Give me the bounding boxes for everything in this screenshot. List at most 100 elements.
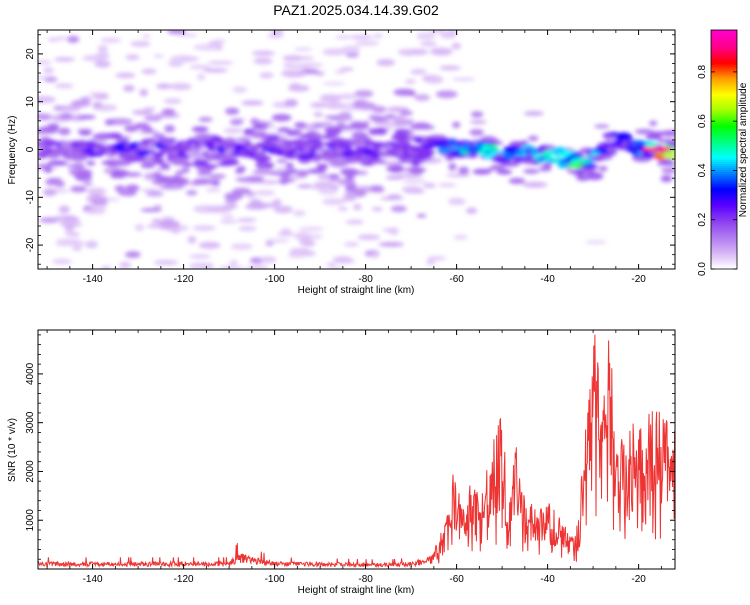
spectrogram-blob [251, 50, 276, 56]
spectrogram-blob [354, 40, 380, 46]
colorbar-strip [711, 191, 737, 194]
spectrogram-blob [465, 207, 478, 214]
spectrogram-blob [349, 35, 374, 40]
spectrogram-blob [92, 133, 112, 141]
spectrogram-blob [78, 129, 92, 136]
spectrogram-blob [164, 124, 176, 133]
spectrogram-blob [53, 105, 64, 111]
colorbar-strip [711, 179, 737, 182]
spectrogram-blob [68, 168, 77, 175]
snr-y-axis: 1000 2000 3000 4000 [25, 334, 675, 570]
colorbar-strip [711, 95, 737, 99]
spectrogram-blob [289, 129, 303, 134]
spectrogram-blob [122, 172, 143, 177]
colorbar-label: Normalized spectral amplitude [738, 82, 749, 217]
spectrogram-blob [208, 173, 226, 180]
colorbar-strip [711, 231, 737, 234]
spectrogram-blob [469, 120, 487, 124]
colorbar-strip [711, 139, 737, 143]
snr-y-tick-label: 2000 [25, 460, 36, 483]
colorbar-strip [711, 87, 737, 91]
spectrogram-x-axis: -140 -120 -100 -80 -60 -40 -20 [46, 30, 662, 285]
spectrogram-ridge-blob [152, 152, 165, 158]
colorbar-strip [711, 223, 737, 226]
spectrogram-blob [438, 183, 457, 188]
snr-series-line [38, 334, 675, 569]
colorbar-strip [711, 133, 737, 137]
colorbar-strip [711, 61, 737, 65]
spectrogram-blob [192, 225, 217, 231]
spectrogram-blob [64, 224, 75, 231]
colorbar-strip [711, 77, 737, 81]
spectrogram-blob [88, 91, 102, 95]
spectrogram-blob [259, 256, 277, 263]
spectrogram-x-tick-label: -140 [83, 274, 103, 285]
spectrogram-blob [387, 194, 402, 198]
spectrogram-blob [119, 261, 132, 269]
colorbar-strip [711, 213, 737, 216]
spectrogram-x-tick-label: -80 [358, 274, 373, 285]
spectrogram-blob [452, 121, 461, 129]
spectrogram-blob [469, 128, 485, 136]
spectrogram-blob [523, 110, 544, 116]
colorbar-strip [711, 121, 737, 125]
spectrogram-blob [399, 158, 409, 163]
spectrogram-blob [322, 82, 346, 86]
spectrogram-blob [371, 188, 385, 193]
colorbar-strip [711, 181, 737, 184]
spectrogram-blob [325, 127, 343, 135]
colorbar-strip [711, 175, 737, 178]
spectrogram-ridge-blob [189, 153, 205, 160]
spectrogram-blob [338, 112, 352, 117]
spectrogram-blob [266, 134, 280, 142]
spectrogram-blob [508, 177, 526, 184]
colorbar-strip [711, 105, 737, 109]
spectrogram-blob [48, 160, 68, 165]
colorbar-strip [711, 159, 737, 163]
colorbar-strip [711, 125, 737, 129]
spectrogram-blob [430, 30, 446, 34]
spectrogram-blob [92, 197, 107, 203]
spectrogram-x-tick-label: -100 [265, 274, 285, 285]
spectrogram-blob [598, 165, 608, 172]
colorbar-strip [711, 261, 737, 264]
spectrogram-blob [255, 163, 266, 170]
spectrogram-blob [71, 246, 83, 251]
spectrogram-blob [269, 171, 282, 176]
colorbar-strip [711, 143, 737, 147]
spectrogram-blob [397, 49, 412, 53]
spectrogram-blob [82, 55, 106, 62]
spectrogram-blob [388, 164, 404, 173]
colorbar-strip [711, 83, 737, 87]
colorbar-strip [711, 81, 737, 85]
spectrogram-blob [306, 168, 327, 174]
colorbar-strip [711, 165, 737, 169]
snr-x-axis: -140 -120 -100 -80 -60 -40 -20 [46, 330, 662, 585]
colorbar-strip [711, 253, 737, 256]
colorbar-frame [710, 29, 738, 270]
colorbar-strip [711, 221, 737, 224]
spectrogram-blob [104, 119, 116, 126]
colorbar-strip [711, 155, 737, 159]
spectrogram-ridge-blob [161, 139, 176, 146]
spectrogram-ridge-blob [417, 148, 435, 156]
spectrogram-ridge-blob [117, 151, 136, 160]
spectrogram-blob [333, 259, 356, 264]
colorbar-strip [711, 63, 737, 67]
colorbar-strip [711, 171, 737, 174]
spectrogram-blob [169, 82, 192, 91]
spectrogram-blob [345, 52, 359, 58]
spectrogram-blob [205, 187, 221, 193]
colorbar-strip [711, 161, 737, 165]
spectrogram-blob [453, 234, 468, 240]
spectrogram-blob [92, 102, 103, 108]
snr-y-tick-label: 3000 [25, 411, 36, 434]
colorbar-strip [711, 243, 737, 246]
colorbar-strip [711, 259, 737, 262]
spectrogram-blob [378, 242, 404, 247]
spectrogram-blob [322, 48, 347, 56]
spectrogram-blob [130, 41, 151, 47]
spectrogram-blob [86, 187, 107, 196]
spectrogram-blob [328, 174, 340, 179]
spectrogram-blob [379, 196, 405, 200]
